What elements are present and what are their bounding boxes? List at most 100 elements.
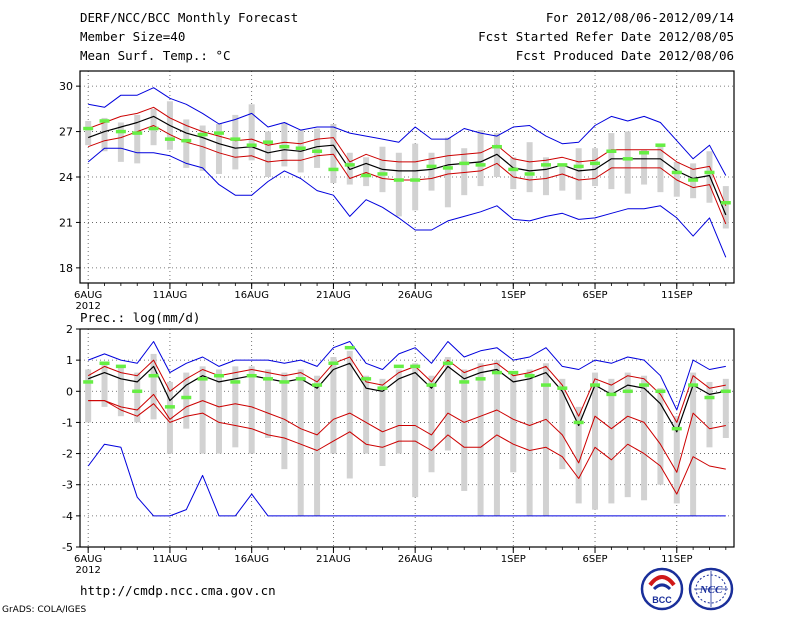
ensemble-box xyxy=(526,369,533,516)
ensemble-box xyxy=(641,375,648,501)
ensemble-box xyxy=(641,149,648,185)
ensemble-box xyxy=(330,124,337,184)
plot-frame xyxy=(79,70,735,284)
ensemble-box xyxy=(166,381,173,454)
ensemble-box xyxy=(575,148,582,200)
ensemble-box xyxy=(248,366,255,454)
member-size-label: Member Size=40 xyxy=(80,29,186,44)
y-tick-label: 1 xyxy=(66,354,73,367)
ensemble-box xyxy=(412,363,419,498)
ensemble-box xyxy=(215,369,222,454)
y-tick-label: -5 xyxy=(62,541,73,554)
y-tick-label: 18 xyxy=(59,262,73,275)
precip-panel-title: Prec.: log(mm/d) xyxy=(80,310,201,325)
ensemble-box xyxy=(85,120,92,146)
bcc-logo-icon: BCC xyxy=(640,567,684,611)
ensemble-box xyxy=(232,366,239,448)
x-tick-label: 6AUG xyxy=(74,554,102,565)
source-url[interactable]: http://cmdp.ncc.cma.gov.cn xyxy=(80,583,276,598)
ensemble-box xyxy=(314,128,321,168)
x-tick-label: 1SEP xyxy=(501,290,526,301)
ensemble-box xyxy=(232,114,239,170)
x-tick-label: 16AUG xyxy=(234,554,269,565)
ensemble-box xyxy=(510,157,517,190)
y-tick-label: 0 xyxy=(66,385,73,398)
y-tick-label: 24 xyxy=(59,171,73,184)
x-tick-label: 11SEP xyxy=(661,554,692,565)
x-tick-label: 21AUG xyxy=(316,554,351,565)
ensemble-box xyxy=(330,357,337,454)
spread-upper-line xyxy=(88,106,727,206)
ensemble-box xyxy=(624,372,631,498)
ensemble-box xyxy=(526,142,533,193)
spread-lowest-line xyxy=(88,400,726,495)
y-tick-label: -2 xyxy=(62,448,73,461)
ensemble-box xyxy=(657,388,664,485)
fcst-produced-date: Fcst Produced Date 2012/08/06 xyxy=(515,48,734,63)
ensemble-box xyxy=(281,122,288,167)
y-tick-label: -4 xyxy=(62,510,73,523)
x-tick-label: 6SEP xyxy=(582,554,607,565)
ensemble-box xyxy=(722,378,729,438)
ensemble-box xyxy=(346,350,353,479)
ensemble-box xyxy=(297,369,304,516)
x-tick-label: 6SEP xyxy=(582,290,607,301)
ensemble-box xyxy=(444,137,451,208)
ensemble-box xyxy=(395,369,402,454)
spread-lower-line xyxy=(88,125,727,225)
ensemble-box xyxy=(608,133,615,190)
ensemble-box xyxy=(461,369,468,491)
x-tick-sublabel: 2012 xyxy=(75,301,100,312)
y-tick-label: 2 xyxy=(66,323,73,336)
ensemble-box xyxy=(199,366,206,454)
ensemble-box xyxy=(559,378,566,470)
x-tick-label: 11AUG xyxy=(153,554,188,565)
ensemble-box xyxy=(673,416,680,504)
ensemble-box xyxy=(199,125,206,171)
ensemble-box xyxy=(592,148,599,187)
ensemble-box xyxy=(477,363,484,516)
ensemble-box xyxy=(542,363,549,516)
spread-lower-line xyxy=(88,393,726,473)
ensemble-box xyxy=(608,378,615,504)
x-tick-label: 21AUG xyxy=(316,290,351,301)
ensemble-box xyxy=(117,366,124,417)
ensemble-box xyxy=(183,119,190,168)
envelope-max-line xyxy=(88,341,726,411)
ensemble-box xyxy=(722,186,729,229)
spread-upper-line xyxy=(87,356,726,423)
ensemble-box xyxy=(150,353,157,420)
ensemble-box xyxy=(248,104,255,161)
ensemble-box xyxy=(314,375,321,516)
y-tick-label: -1 xyxy=(62,416,73,429)
ensemble-box xyxy=(477,130,484,187)
y-tick-label: 21 xyxy=(59,216,73,229)
envelope-max-line xyxy=(88,87,727,176)
y-tick-label: 30 xyxy=(59,80,73,93)
x-tick-label: 11AUG xyxy=(153,290,188,301)
x-tick-sublabel: 2012 xyxy=(75,565,100,576)
ensemble-box xyxy=(559,164,566,191)
ncc-logo-icon: NCC xyxy=(688,567,734,611)
fcst-started-date: Fcst Started Refer Date 2012/08/05 xyxy=(478,29,734,44)
x-tick-label: 6AUG xyxy=(74,290,102,301)
ensemble-box xyxy=(624,131,631,194)
x-tick-label: 11SEP xyxy=(661,290,692,301)
ensemble-box xyxy=(690,372,697,516)
ensemble-mean-line xyxy=(87,115,727,216)
ensemble-mean-line xyxy=(87,362,726,433)
ensemble-box xyxy=(461,148,468,196)
envelope-min-line xyxy=(87,443,726,517)
x-tick-label: 1SEP xyxy=(501,554,526,565)
ensemble-box xyxy=(395,152,402,217)
ncc-logo-text: NCC xyxy=(699,584,723,596)
forecast-period: For 2012/08/06-2012/09/14 xyxy=(545,10,734,25)
x-tick-label: 26AUG xyxy=(398,290,433,301)
x-tick-label: 16AUG xyxy=(234,290,269,301)
chart-title: DERF/NCC/BCC Monthly Forecast xyxy=(80,10,299,25)
ensemble-box xyxy=(363,375,370,454)
ensemble-box xyxy=(428,152,435,191)
